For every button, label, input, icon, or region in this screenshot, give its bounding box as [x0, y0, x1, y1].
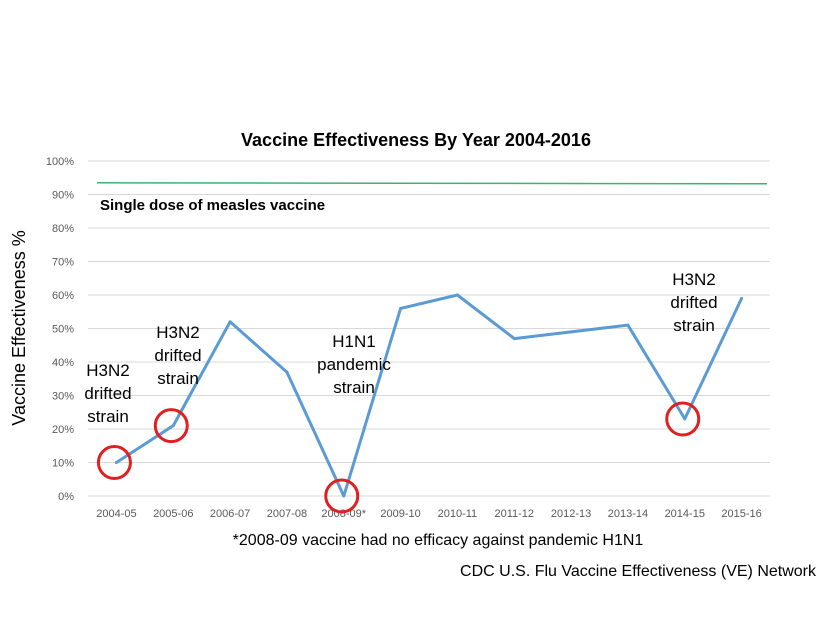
highlight-circle	[96, 445, 132, 480]
y-tick-label: 40%	[52, 357, 74, 369]
x-tick-label: 2012-13	[551, 508, 591, 520]
data-point	[114, 461, 118, 464]
x-axis-ticks: 2004-05 2005-06 2006-07 2007-08 2008-09* 2009…	[96, 508, 762, 520]
data-point	[740, 296, 744, 300]
source-note: CDC U.S. Flu Vaccine Effectiveness (VE) …	[460, 563, 817, 580]
x-tick-label: 2008-09*	[321, 508, 366, 520]
x-tick-label: 2009-10	[380, 508, 420, 520]
x-tick-label: 2015-16	[721, 508, 761, 520]
data-point	[285, 370, 289, 374]
x-tick-label: 2007-08	[267, 508, 307, 520]
x-tick-label: 2010-11	[438, 508, 478, 520]
annotation-text: drifted	[670, 293, 717, 312]
gridlines	[88, 160, 770, 497]
data-point	[171, 424, 175, 428]
data-point	[399, 306, 403, 310]
x-tick-label: 2014-15	[665, 508, 705, 520]
x-tick-label: 2006-07	[210, 508, 250, 520]
highlight-circles	[96, 401, 701, 514]
annotation-text: H3N2	[672, 270, 715, 289]
annotation-text: H3N2	[156, 323, 199, 342]
annotation-text: H3N2	[86, 361, 129, 380]
annotation-text: drifted	[84, 384, 131, 403]
y-tick-label: 70%	[52, 257, 74, 269]
y-tick-label: 20%	[52, 424, 74, 436]
x-tick-label: 2011-12	[494, 508, 534, 520]
y-axis-ticks: 0% 10% 20% 30% 40% 50% 60% 70% 80% 90% 100%	[46, 156, 74, 503]
annotation-text: drifted	[154, 346, 201, 365]
annotation-text: H1N1	[332, 332, 375, 351]
chart-title: Vaccine Effectiveness By Year 2004-2016	[241, 130, 591, 150]
y-axis-label: Vaccine Effectiveness %	[9, 230, 29, 425]
highlight-circle	[153, 408, 189, 444]
series-group	[114, 293, 744, 498]
x-tick-label: 2013-14	[608, 508, 648, 520]
data-point	[455, 293, 459, 297]
reference-line	[96, 182, 768, 185]
annotation-text: pandemic	[317, 355, 391, 374]
reference-line-group: Single dose of measles vaccine	[96, 182, 768, 214]
highlight-circle	[665, 401, 701, 437]
y-tick-label: 100%	[46, 156, 74, 168]
y-tick-label: 60%	[52, 290, 74, 302]
data-point	[626, 323, 630, 327]
annotation-text: strain	[157, 369, 199, 388]
x-tick-label: 2005-06	[153, 508, 193, 520]
footnote: *2008-09 vaccine had no efficacy against…	[233, 532, 644, 549]
annotation-text: strain	[333, 378, 375, 397]
data-point	[342, 494, 346, 498]
annotation-text: strain	[87, 407, 129, 426]
annotations: H3N2 drifted strain H3N2 drifted strain H1N1 pa…	[84, 270, 717, 426]
data-point	[683, 417, 687, 421]
highlight-circle	[324, 478, 360, 514]
y-tick-label: 10%	[52, 458, 74, 470]
y-tick-label: 30%	[52, 391, 74, 403]
data-point	[569, 330, 573, 334]
y-tick-label: 0%	[58, 491, 74, 503]
reference-line-label: Single dose of measles vaccine	[100, 197, 325, 214]
y-tick-label: 90%	[52, 190, 74, 202]
y-tick-label: 50%	[52, 324, 74, 336]
data-point	[228, 320, 232, 324]
x-tick-label: 2004-05	[96, 508, 136, 520]
annotation-text: strain	[673, 316, 715, 335]
data-point	[512, 337, 516, 341]
y-tick-label: 80%	[52, 223, 74, 235]
series-line	[115, 293, 743, 498]
